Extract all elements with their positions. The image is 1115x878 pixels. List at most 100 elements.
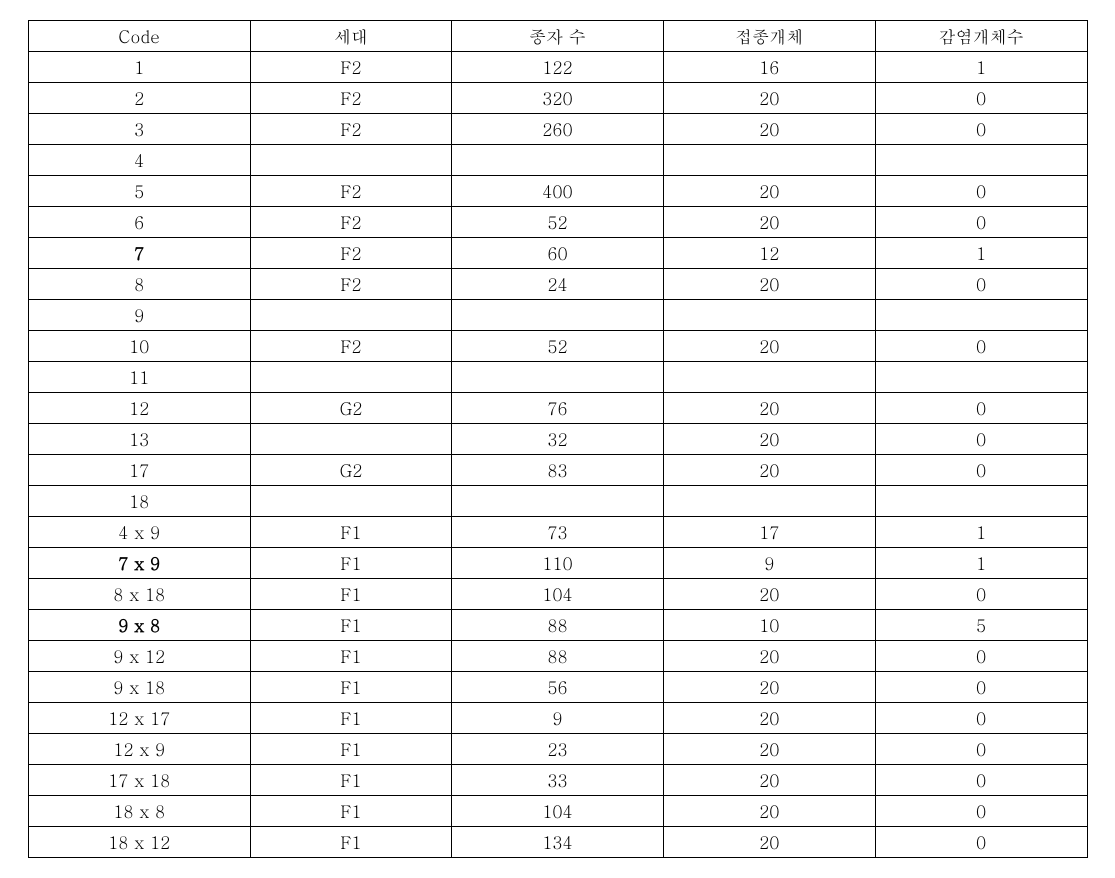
cell-seed-count: 23 <box>452 734 664 765</box>
cell-generation: F1 <box>250 610 451 641</box>
cell-infection: 0 <box>875 207 1087 238</box>
data-table-container: Code 세대 종자 수 접종개체 감염개체수 1F21221612F23202… <box>28 20 1088 858</box>
cell-generation: F2 <box>250 114 451 145</box>
header-infection: 감염개체수 <box>875 21 1087 52</box>
cell-infection: 0 <box>875 796 1087 827</box>
table-row: 18 <box>28 486 1087 517</box>
cell-seed-count: 52 <box>452 207 664 238</box>
cell-infection: 0 <box>875 424 1087 455</box>
table-row: 18 x 12F1134200 <box>28 827 1087 858</box>
cell-infection: 0 <box>875 734 1087 765</box>
cell-infection: 5 <box>875 610 1087 641</box>
cell-code: 18 x 8 <box>28 796 250 827</box>
cell-generation: F2 <box>250 52 451 83</box>
table-row: 2F2320200 <box>28 83 1087 114</box>
cell-code: 13 <box>28 424 250 455</box>
cell-generation <box>250 424 451 455</box>
cell-infection <box>875 362 1087 393</box>
cell-inoculation: 20 <box>663 393 875 424</box>
cell-code: 9 <box>28 300 250 331</box>
cell-generation <box>250 362 451 393</box>
header-seed-count: 종자 수 <box>452 21 664 52</box>
cell-seed-count: 32 <box>452 424 664 455</box>
table-row: 10F252200 <box>28 331 1087 362</box>
cell-infection: 0 <box>875 827 1087 858</box>
cell-infection: 0 <box>875 331 1087 362</box>
cell-inoculation: 20 <box>663 672 875 703</box>
cell-code: 8 x 18 <box>28 579 250 610</box>
cell-inoculation: 20 <box>663 424 875 455</box>
table-row: 3F2260200 <box>28 114 1087 145</box>
table-row: 12 x 17F19200 <box>28 703 1087 734</box>
cell-inoculation <box>663 145 875 176</box>
cell-infection: 0 <box>875 672 1087 703</box>
cell-infection: 0 <box>875 641 1087 672</box>
cell-code: 11 <box>28 362 250 393</box>
cell-generation: G2 <box>250 393 451 424</box>
cell-code: 7 <box>28 238 250 269</box>
table-row: 7 x 9F111091 <box>28 548 1087 579</box>
cell-inoculation: 20 <box>663 827 875 858</box>
cell-code: 1 <box>28 52 250 83</box>
cell-infection: 0 <box>875 455 1087 486</box>
cell-generation: F1 <box>250 734 451 765</box>
cell-inoculation: 17 <box>663 517 875 548</box>
cell-seed-count: 260 <box>452 114 664 145</box>
cell-infection: 0 <box>875 703 1087 734</box>
cell-code: 12 <box>28 393 250 424</box>
table-row: 9 x 8F188105 <box>28 610 1087 641</box>
cell-inoculation: 20 <box>663 455 875 486</box>
cell-seed-count: 400 <box>452 176 664 207</box>
cell-seed-count <box>452 145 664 176</box>
cell-generation: F1 <box>250 796 451 827</box>
cell-inoculation: 20 <box>663 331 875 362</box>
table-row: 8 x 18F1104200 <box>28 579 1087 610</box>
table-row: 12 x 9F123200 <box>28 734 1087 765</box>
cell-generation: F1 <box>250 672 451 703</box>
cell-inoculation: 20 <box>663 114 875 145</box>
cell-seed-count: 104 <box>452 579 664 610</box>
table-row: 1F2122161 <box>28 52 1087 83</box>
cell-seed-count <box>452 300 664 331</box>
cell-code: 12 x 9 <box>28 734 250 765</box>
cell-seed-count <box>452 362 664 393</box>
cell-seed-count: 83 <box>452 455 664 486</box>
cell-infection <box>875 486 1087 517</box>
cell-seed-count: 33 <box>452 765 664 796</box>
cell-code: 5 <box>28 176 250 207</box>
cell-code: 17 x 18 <box>28 765 250 796</box>
cell-inoculation: 16 <box>663 52 875 83</box>
cell-inoculation: 20 <box>663 703 875 734</box>
cell-code: 8 <box>28 269 250 300</box>
cell-code: 9 x 12 <box>28 641 250 672</box>
cell-inoculation: 20 <box>663 207 875 238</box>
cell-seed-count: 320 <box>452 83 664 114</box>
cell-code: 9 x 8 <box>28 610 250 641</box>
cell-inoculation: 20 <box>663 579 875 610</box>
table-row: 18 x 8F1104200 <box>28 796 1087 827</box>
table-row: 11 <box>28 362 1087 393</box>
cell-infection: 0 <box>875 114 1087 145</box>
cell-infection: 1 <box>875 52 1087 83</box>
cell-code: 6 <box>28 207 250 238</box>
header-generation: 세대 <box>250 21 451 52</box>
cell-inoculation <box>663 486 875 517</box>
cell-seed-count: 9 <box>452 703 664 734</box>
table-row: 9 x 18F156200 <box>28 672 1087 703</box>
cell-generation: F1 <box>250 703 451 734</box>
cell-code: 18 <box>28 486 250 517</box>
cell-generation <box>250 300 451 331</box>
cell-seed-count: 56 <box>452 672 664 703</box>
table-row: 17G283200 <box>28 455 1087 486</box>
cell-seed-count: 104 <box>452 796 664 827</box>
cell-generation: F1 <box>250 827 451 858</box>
cell-generation <box>250 486 451 517</box>
cell-code: 2 <box>28 83 250 114</box>
cell-code: 7 x 9 <box>28 548 250 579</box>
cell-infection: 1 <box>875 548 1087 579</box>
cell-code: 18 x 12 <box>28 827 250 858</box>
cell-generation: F2 <box>250 83 451 114</box>
cell-generation: F2 <box>250 207 451 238</box>
cell-inoculation: 9 <box>663 548 875 579</box>
table-row: 5F2400200 <box>28 176 1087 207</box>
